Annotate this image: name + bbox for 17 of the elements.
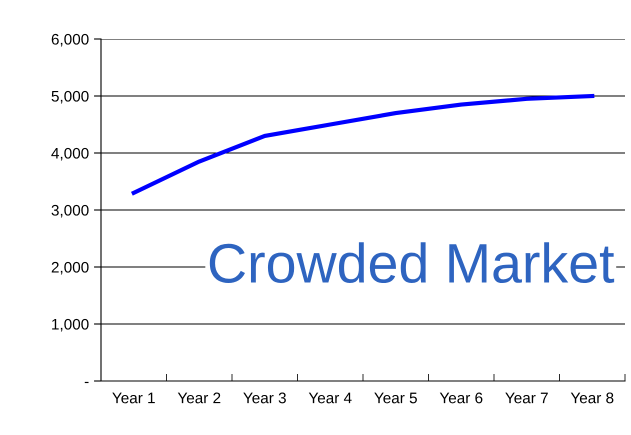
y-tick-label: 6,000: [52, 34, 89, 46]
x-tick-label: Year 7: [505, 392, 548, 404]
x-tick-label: Year 8: [570, 392, 614, 404]
x-tick-label: Year 6: [440, 392, 482, 404]
line-series: [132, 94, 594, 195]
x-tick-label: Year 1: [112, 392, 155, 404]
y-tick-label: 2,000: [52, 262, 89, 274]
x-tick-label: Year 4: [308, 392, 352, 404]
annotation: Crowded Market: [210, 242, 614, 284]
y-tick-label: 4,000: [51, 148, 89, 160]
y-tick-label: -: [84, 382, 89, 384]
y-tick-label: 5,000: [52, 90, 89, 104]
x-tick-label: Year 3: [243, 392, 286, 404]
y-tick-label: 1,000: [52, 318, 89, 332]
x-tick-label: Year 2: [178, 392, 220, 404]
x-tick-label: Year 5: [374, 392, 417, 404]
y-tick-label: 3,000: [52, 204, 89, 218]
